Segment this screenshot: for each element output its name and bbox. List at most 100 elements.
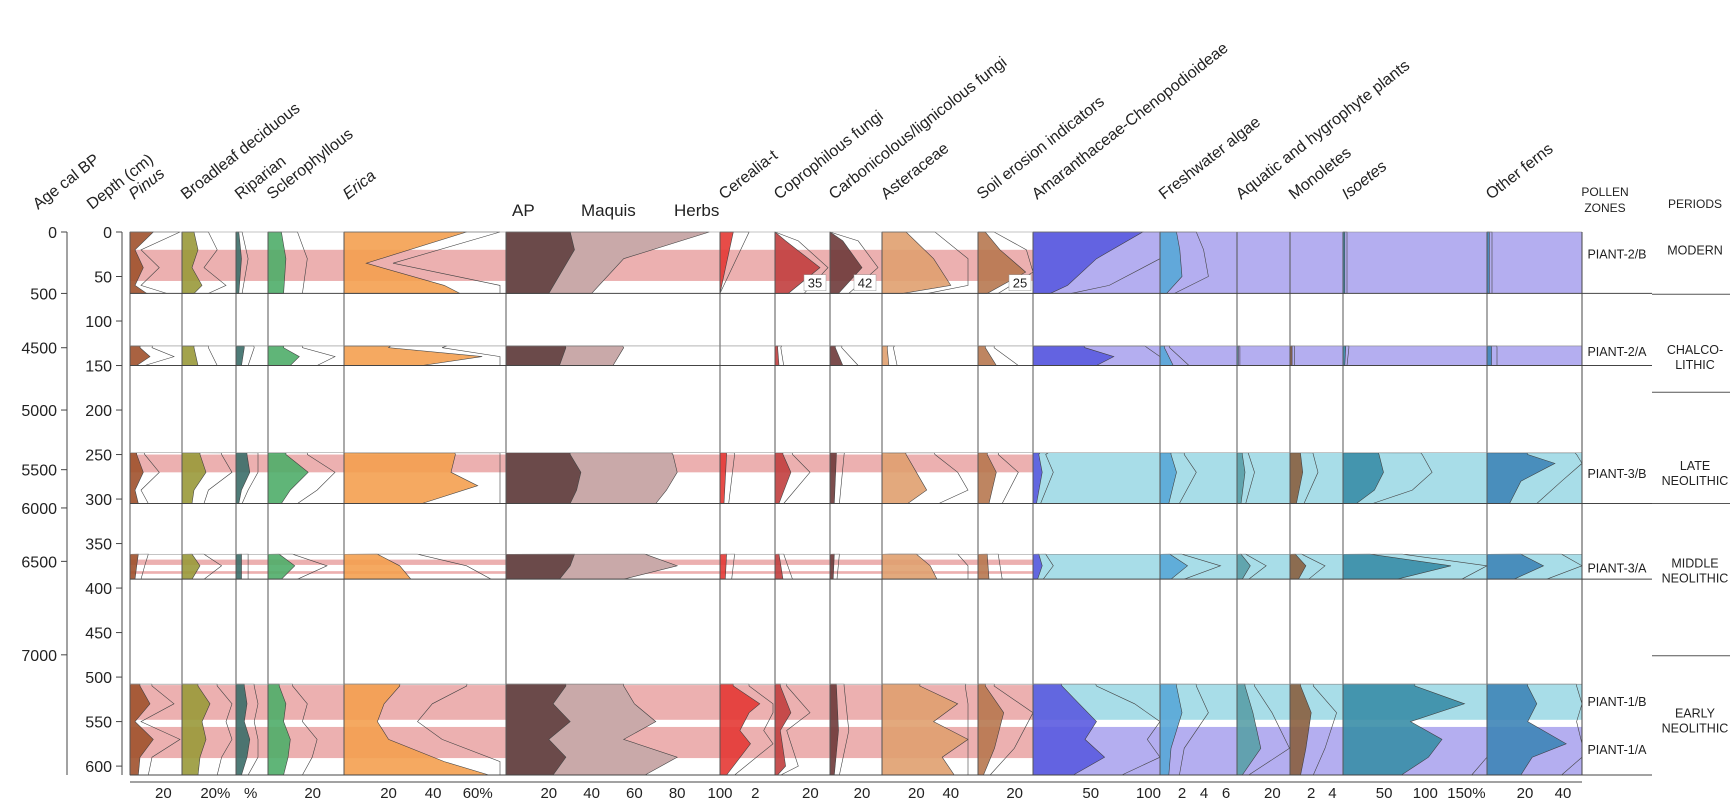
tick-label-freshwater-0: 2 bbox=[1178, 785, 1186, 802]
area-riparian-s4 bbox=[235, 553, 242, 580]
age-tick-label-5: 6000 bbox=[21, 501, 57, 518]
area-asteraceae-s2 bbox=[881, 345, 890, 366]
tick-label-broadleaf-0: 20% bbox=[200, 785, 230, 802]
area-cerealia-s4 bbox=[719, 553, 727, 580]
period-label-0-0: MODERN bbox=[1667, 243, 1723, 257]
scale-note-carbonicolous: 42 bbox=[858, 276, 872, 291]
group-tick-0: 20 bbox=[540, 785, 557, 802]
area-erica-s4 bbox=[343, 553, 412, 580]
zones-header-1: POLLEN bbox=[1581, 185, 1628, 199]
group-tick-3: 80 bbox=[669, 785, 686, 802]
tick-label-isoetes-1: 100 bbox=[1413, 785, 1438, 802]
area-soil_erosion-s2 bbox=[977, 345, 997, 366]
tick-label-cerealia-0: 2 bbox=[751, 785, 759, 802]
tick-label-asteraceae-0: 20 bbox=[908, 785, 925, 802]
area-sclerophyllous-s2 bbox=[267, 345, 300, 366]
period-label-3-1: NEOLITHIC bbox=[1662, 572, 1729, 586]
zones-header-2: ZONES bbox=[1584, 201, 1625, 215]
tick-label-other_ferns-0: 20 bbox=[1517, 785, 1534, 802]
period-label-2-0: LATE bbox=[1680, 459, 1710, 473]
group-label-herbs: Herbs bbox=[674, 201, 719, 220]
area-riparian-s2 bbox=[235, 345, 245, 366]
zone-label-0: PIANT-2/B bbox=[1587, 247, 1646, 261]
tick-label-aquatic-0: 20 bbox=[1264, 785, 1281, 802]
tick-label-freshwater-2: 6 bbox=[1222, 785, 1230, 802]
periods-header: PERIODS bbox=[1668, 197, 1722, 211]
tick-label-asteraceae-1: 40 bbox=[942, 785, 959, 802]
area-carbonicolous-s2 bbox=[829, 345, 844, 366]
depth-tick-label-9: 450 bbox=[85, 626, 112, 643]
tick-label-coprophilous-0: 20 bbox=[802, 785, 819, 802]
tick-label-riparian-0: % bbox=[244, 785, 257, 802]
tick-label-monoletes-1: 4 bbox=[1328, 785, 1336, 802]
area-carbonicolous-s4 bbox=[829, 553, 835, 580]
depth-tick-label-11: 550 bbox=[85, 715, 112, 732]
depth-tick-label-0: 0 bbox=[103, 225, 112, 242]
taxon-label-isoetes: Isoetes bbox=[1339, 158, 1390, 203]
group-tick-4: 100 bbox=[707, 785, 732, 802]
area-riparian-s3 bbox=[235, 452, 251, 504]
area-broadleaf-s4 bbox=[181, 553, 201, 580]
taxon-label-erica: Erica bbox=[340, 167, 379, 203]
tick-label-isoetes-0: 50 bbox=[1376, 785, 1393, 802]
group-label-maquis: Maquis bbox=[581, 201, 636, 220]
period-label-4-1: NEOLITHIC bbox=[1662, 721, 1729, 735]
tick-label-other_ferns-1: 40 bbox=[1555, 785, 1572, 802]
tick-label-amaranth-1: 100 bbox=[1136, 785, 1161, 802]
period-label-4-0: EARLY bbox=[1675, 706, 1716, 720]
period-label-3-0: MIDDLE bbox=[1671, 557, 1718, 571]
depth-tick-label-8: 400 bbox=[85, 581, 112, 598]
depth-tick-label-10: 500 bbox=[85, 670, 112, 687]
tick-label-amaranth-0: 50 bbox=[1082, 785, 1099, 802]
tick-label-sclerophyllous-0: 20 bbox=[304, 785, 321, 802]
tick-label-carbonicolous-0: 20 bbox=[854, 785, 871, 802]
area-broadleaf-s2 bbox=[181, 345, 199, 366]
depth-tick-label-3: 150 bbox=[85, 359, 112, 376]
zone-label-5: PIANT-1/A bbox=[1587, 743, 1647, 757]
area-carbonicolous-s3 bbox=[829, 452, 837, 504]
scale-box-soil_erosion bbox=[1008, 274, 1032, 291]
taxon-label-cerealia: Cerealia-t bbox=[716, 147, 782, 203]
age-tick-label-4: 5500 bbox=[21, 463, 57, 480]
age-tick-label-7: 7000 bbox=[21, 648, 57, 665]
depth-tick-label-2: 100 bbox=[85, 314, 112, 331]
area-pinus-s2 bbox=[129, 345, 151, 366]
age-tick-label-0: 0 bbox=[48, 225, 57, 242]
tick-label-erica-0: 20 bbox=[380, 785, 397, 802]
area-pinus-s4 bbox=[129, 553, 139, 580]
depth-tick-label-12: 600 bbox=[85, 759, 112, 776]
depth-tick-label-7: 350 bbox=[85, 537, 112, 554]
period-label-1-1: LITHIC bbox=[1675, 358, 1715, 372]
group-ap-s3 bbox=[505, 452, 582, 504]
group-tick-2: 60 bbox=[626, 785, 643, 802]
taxon-label-amaranth: Amaranthaceae-Chenopodioideae bbox=[1029, 40, 1232, 204]
area-soil_erosion-s4 bbox=[977, 553, 990, 580]
bg-s2 bbox=[1033, 345, 1582, 366]
scale-box-carbonicolous bbox=[853, 274, 877, 291]
period-label-2-1: NEOLITHIC bbox=[1662, 474, 1729, 488]
zone-label-4: PIANT-1/B bbox=[1587, 695, 1646, 709]
area-carbonicolous-s5 bbox=[829, 683, 839, 776]
age-tick-label-2: 4500 bbox=[21, 341, 57, 358]
area-erica-s2 bbox=[343, 345, 483, 366]
area-cerealia-s3 bbox=[719, 452, 727, 504]
scale-note-coprophilous: 35 bbox=[808, 276, 822, 291]
area-coprophilous-s4 bbox=[774, 553, 784, 580]
tick-label-soil_erosion-0: 20 bbox=[1006, 785, 1023, 802]
zone-label-1: PIANT-2/A bbox=[1587, 345, 1647, 359]
depth-tick-label-1: 50 bbox=[94, 270, 112, 287]
scale-note-soil_erosion: 25 bbox=[1013, 276, 1027, 291]
area-sclerophyllous-s1 bbox=[267, 231, 287, 294]
period-label-1-0: CHALCO- bbox=[1667, 343, 1723, 357]
area-other_ferns-s2 bbox=[1486, 345, 1492, 366]
scale-box-coprophilous bbox=[803, 274, 827, 291]
zone-label-3: PIANT-3/A bbox=[1587, 561, 1647, 575]
area-sclerophyllous-s4 bbox=[267, 553, 296, 580]
depth-tick-label-4: 200 bbox=[85, 403, 112, 420]
taxon-label-other_ferns: Other ferns bbox=[1483, 140, 1557, 203]
tick-label-erica-1: 40 bbox=[425, 785, 442, 802]
area-coprophilous-s2 bbox=[774, 345, 780, 366]
area-asteraceae-s4 bbox=[881, 553, 938, 580]
zone-label-2: PIANT-3/B bbox=[1587, 467, 1646, 481]
